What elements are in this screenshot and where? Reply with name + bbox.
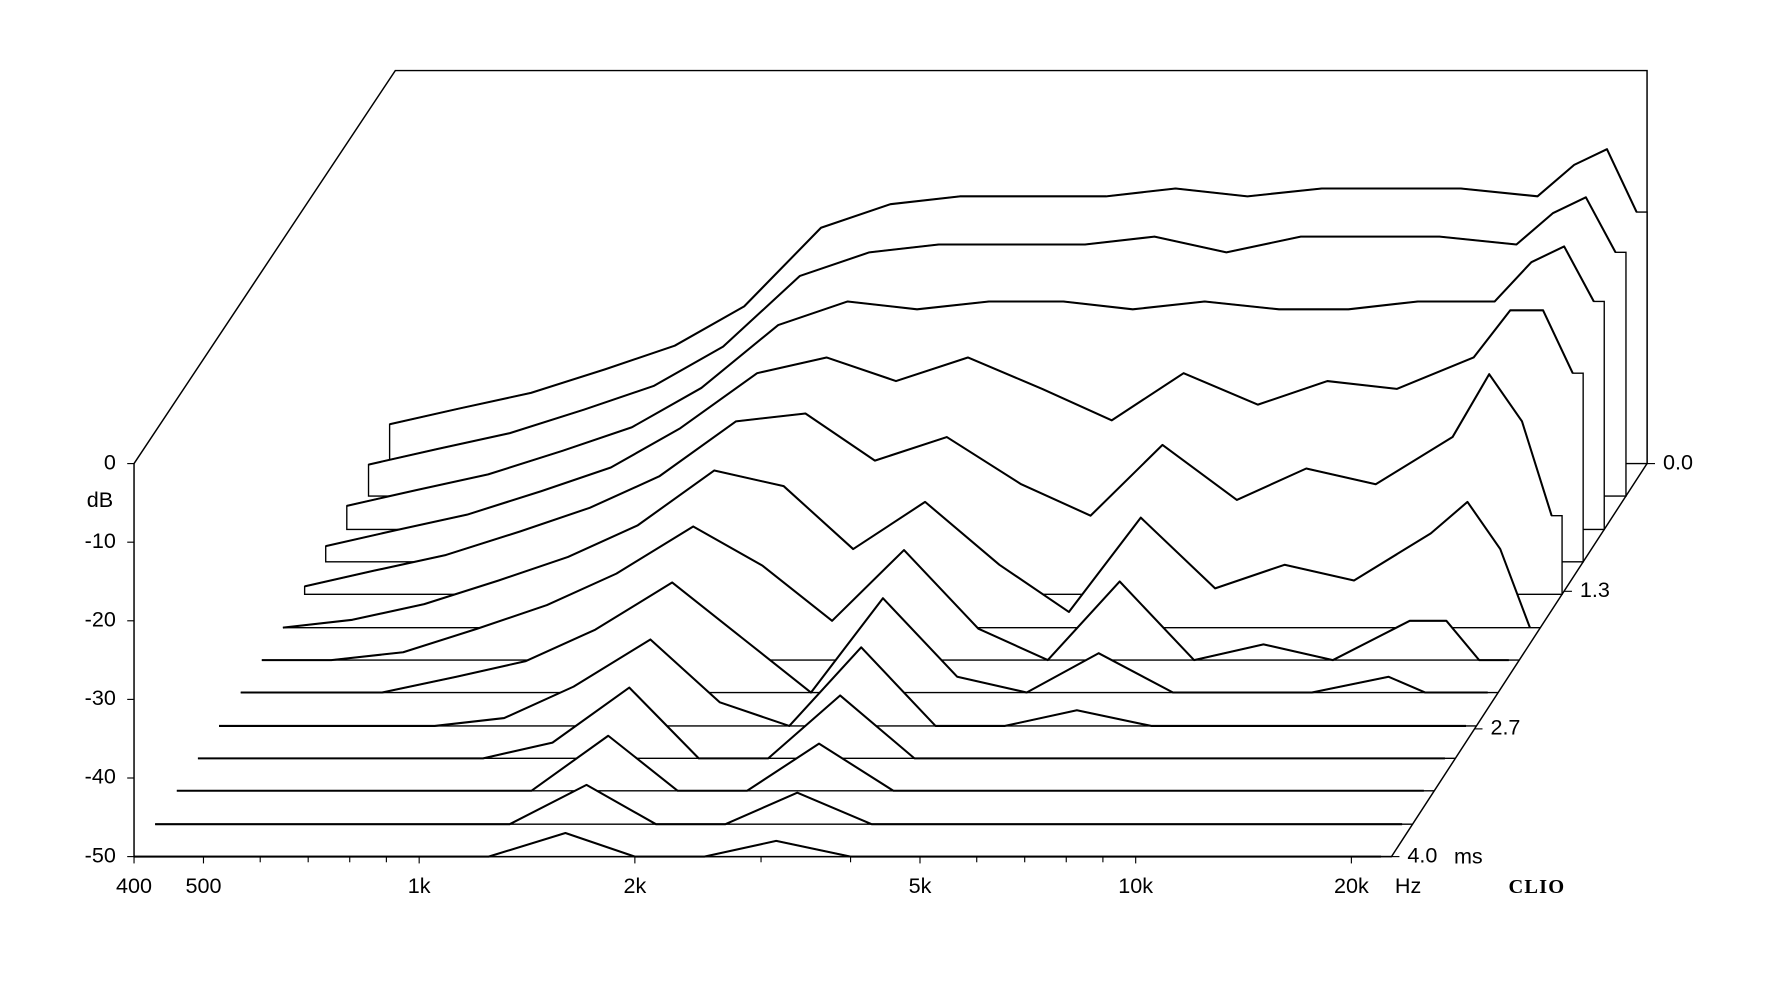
- slice-curve: [325, 309, 1574, 548]
- y-tick-label: -10: [85, 528, 116, 553]
- z-tick-label: 2.7: [1490, 715, 1520, 740]
- z-axis-label: ms: [1454, 843, 1483, 868]
- slice-curve: [219, 638, 1467, 727]
- brand-label: CLIO: [1508, 876, 1565, 898]
- x-tick-label: 20k: [1334, 873, 1369, 898]
- y-tick-label: 0: [104, 449, 116, 474]
- y-tick-label: -40: [85, 764, 116, 789]
- slice-curve: [304, 373, 1553, 588]
- y-tick-label: -50: [85, 842, 116, 867]
- slice-curve: [155, 783, 1403, 826]
- slice-curve: [176, 734, 1424, 792]
- y-axis-label: dB: [87, 487, 113, 512]
- slice-curve: [197, 686, 1445, 760]
- slice-curve: [282, 469, 1531, 629]
- z-tick-label: 4.0: [1407, 842, 1437, 867]
- slice-curve: [134, 832, 1382, 858]
- y-tick-label: -30: [85, 685, 116, 710]
- slice-curve: [261, 525, 1509, 662]
- slice-curve: [389, 148, 1638, 426]
- x-tick-label: 10k: [1118, 873, 1153, 898]
- x-axis-label: Hz: [1395, 873, 1421, 898]
- slice-curve: [240, 581, 1488, 694]
- z-tick-label: 1.3: [1580, 577, 1610, 602]
- x-tick-label: 400: [116, 873, 152, 898]
- x-tick-label: 2k: [623, 873, 646, 898]
- slice-curve: [368, 196, 1617, 466]
- x-tick-label: 5k: [909, 873, 932, 898]
- z-tick-label: 0.0: [1663, 449, 1693, 474]
- x-tick-label: 500: [185, 873, 221, 898]
- y-tick-label: -20: [85, 606, 116, 631]
- slice-curve: [346, 245, 1595, 507]
- x-tick-label: 1k: [408, 873, 431, 898]
